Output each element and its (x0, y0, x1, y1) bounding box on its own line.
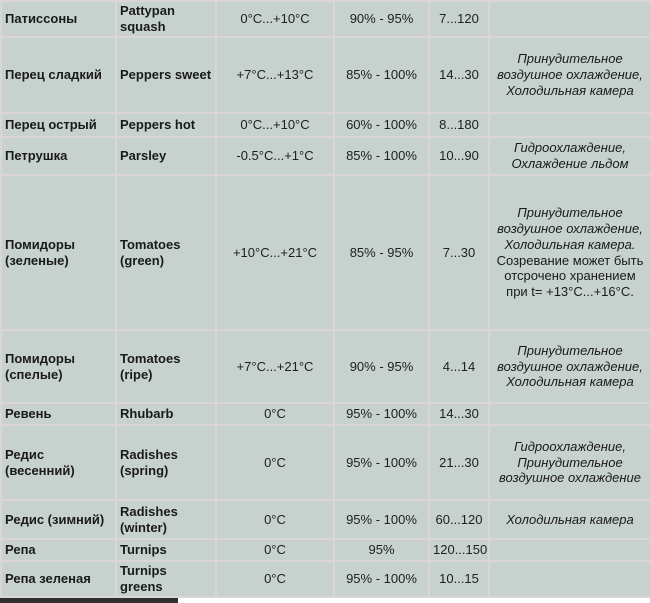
note-italic-text: Холодильная камера (506, 511, 634, 527)
cell-humidity: 95% (333, 538, 430, 562)
table-row: Ревень Rhubarb 0°C 95% - 100% 14...30 (0, 402, 650, 426)
cell-temperature: +10°C...+21°C (215, 174, 335, 331)
cell-russian-name: Перец острый (0, 112, 117, 138)
cell-notes (488, 538, 650, 562)
cell-storage-days: 120...150 (428, 538, 490, 562)
cell-russian-name: Помидоры (зеленые) (0, 174, 117, 331)
cell-russian-name: Редис (весенний) (0, 424, 117, 501)
cell-english-name: Peppers sweet (115, 36, 217, 114)
note-italic-text: Гидроохлаждение, Принудительное воздушно… (498, 438, 642, 486)
cell-english-name: Turnips greens (115, 560, 217, 598)
cell-notes: Холодильная камера (488, 499, 650, 540)
cell-russian-name: Патиссоны (0, 0, 117, 38)
note-plain-text: Созревание может быть отсрочено хранение… (496, 252, 644, 300)
cell-russian-name: Перец сладкий (0, 36, 117, 114)
cell-humidity: 95% - 100% (333, 402, 430, 426)
cell-english-name: Pattypan squash (115, 0, 217, 38)
cell-notes: Гидроохлаждение, Принудительное воздушно… (488, 424, 650, 501)
table-row: Петрушка Parsley -0.5°C...+1°C 85% - 100… (0, 136, 650, 176)
cell-storage-days: 7...120 (428, 0, 490, 38)
cell-storage-days: 8...180 (428, 112, 490, 138)
table-row: Помидоры (спелые) Tomatoes (ripe) +7°C..… (0, 329, 650, 404)
cell-notes (488, 560, 650, 598)
cell-humidity: 85% - 100% (333, 136, 430, 176)
note-italic-text: Принудительное воздушное охлаждение, Хол… (497, 51, 643, 98)
cell-english-name: Radishes (winter) (115, 499, 217, 540)
cell-russian-name: Помидоры (спелые) (0, 329, 117, 404)
cell-english-name: Tomatoes (ripe) (115, 329, 217, 404)
cell-notes (488, 112, 650, 138)
cell-temperature: 0°C (215, 402, 335, 426)
table-row: Репа зеленая Turnips greens 0°C 95% - 10… (0, 560, 650, 598)
cell-russian-name: Петрушка (0, 136, 117, 176)
cell-storage-days: 7...30 (428, 174, 490, 331)
cell-notes: Гидроохлаждение, Охлаждение льдом (488, 136, 650, 176)
cell-humidity: 60% - 100% (333, 112, 430, 138)
cell-temperature: +7°C...+21°C (215, 329, 335, 404)
cell-notes: Принудительное воздушное охлаждение, Хол… (488, 174, 650, 331)
cell-english-name: Radishes (spring) (115, 424, 217, 501)
cell-english-name: Peppers hot (115, 112, 217, 138)
cell-temperature: 0°C...+10°C (215, 112, 335, 138)
cell-humidity: 85% - 100% (333, 36, 430, 114)
cell-humidity: 95% - 100% (333, 560, 430, 598)
cell-notes (488, 402, 650, 426)
cell-storage-days: 14...30 (428, 36, 490, 114)
cell-storage-days: 10...15 (428, 560, 490, 598)
cell-storage-days: 4...14 (428, 329, 490, 404)
cell-humidity: 90% - 95% (333, 329, 430, 404)
cell-temperature: 0°C...+10°C (215, 0, 335, 38)
cell-english-name: Parsley (115, 136, 217, 176)
cell-english-name: Tomatoes (green) (115, 174, 217, 331)
cell-temperature: 0°C (215, 560, 335, 598)
table-row: Перец сладкий Peppers sweet +7°C...+13°C… (0, 36, 650, 114)
note-italic-text: Принудительное воздушное охлаждение, Хол… (497, 342, 643, 390)
bottom-dark-bar (0, 598, 178, 603)
cell-notes (488, 0, 650, 38)
table-row: Помидоры (зеленые) Tomatoes (green) +10°… (0, 174, 650, 331)
table-row: Патиссоны Pattypan squash 0°C...+10°C 90… (0, 0, 650, 38)
cell-storage-days: 14...30 (428, 402, 490, 426)
table-row: Редис (зимний) Radishes (winter) 0°C 95%… (0, 499, 650, 540)
table-row: Перец острый Peppers hot 0°C...+10°C 60%… (0, 112, 650, 138)
cell-russian-name: Репа (0, 538, 117, 562)
cell-temperature: +7°C...+13°C (215, 36, 335, 114)
cell-russian-name: Редис (зимний) (0, 499, 117, 540)
cell-notes: Принудительное воздушное охлаждение, Хол… (488, 36, 650, 114)
cell-storage-days: 21...30 (428, 424, 490, 501)
table-row: Репа Turnips 0°C 95% 120...150 (0, 538, 650, 562)
cell-storage-days: 60...120 (428, 499, 490, 540)
cell-temperature: 0°C (215, 538, 335, 562)
cell-english-name: Rhubarb (115, 402, 217, 426)
cell-humidity: 95% - 100% (333, 424, 430, 501)
cell-temperature: 0°C (215, 424, 335, 501)
cell-humidity: 85% - 95% (333, 174, 430, 331)
table-row: Редис (весенний) Radishes (spring) 0°C 9… (0, 424, 650, 501)
note-italic-text: Принудительное воздушное охлаждение, Хол… (497, 204, 643, 252)
cell-storage-days: 10...90 (428, 136, 490, 176)
cell-russian-name: Репа зеленая (0, 560, 117, 598)
note-italic-text: Гидроохлаждение, Охлаждение льдом (511, 140, 629, 171)
cell-humidity: 95% - 100% (333, 499, 430, 540)
cell-humidity: 90% - 95% (333, 0, 430, 38)
cell-english-name: Turnips (115, 538, 217, 562)
cell-russian-name: Ревень (0, 402, 117, 426)
cell-temperature: -0.5°C...+1°C (215, 136, 335, 176)
cell-temperature: 0°C (215, 499, 335, 540)
cell-notes: Принудительное воздушное охлаждение, Хол… (488, 329, 650, 404)
